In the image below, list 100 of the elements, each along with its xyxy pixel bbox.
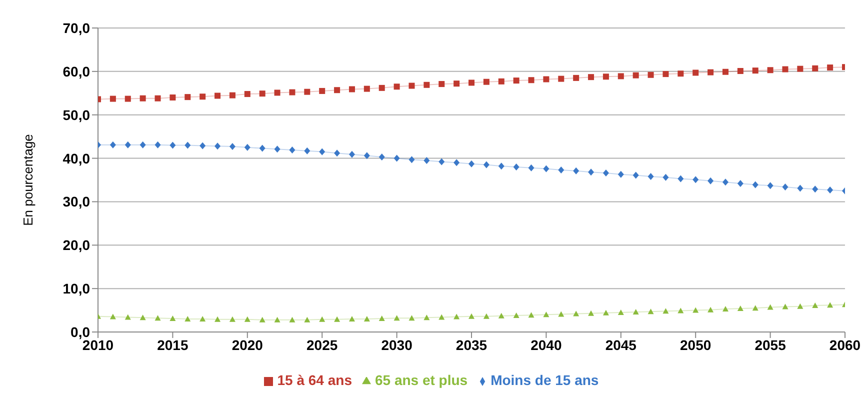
point (468, 313, 474, 319)
point (184, 142, 191, 149)
point (662, 174, 669, 181)
point (289, 146, 296, 154)
point (602, 170, 609, 177)
point (304, 88, 310, 95)
point (468, 160, 474, 168)
point (259, 316, 266, 322)
point (752, 305, 758, 311)
point (513, 78, 520, 84)
point (543, 165, 550, 172)
point (319, 88, 326, 94)
point (304, 316, 310, 322)
y-tick-label: 30,0 (62, 194, 90, 210)
point (618, 73, 624, 80)
point (364, 86, 370, 92)
point (678, 70, 684, 77)
point (498, 312, 504, 318)
point (424, 156, 430, 164)
point (110, 314, 116, 320)
point (378, 316, 385, 322)
point (797, 303, 804, 309)
point (364, 152, 370, 160)
point (648, 173, 654, 180)
point (692, 176, 699, 184)
point (618, 309, 624, 315)
point (454, 314, 460, 320)
point (812, 65, 818, 72)
x-tick-label: 2050 (680, 336, 712, 353)
point (154, 315, 161, 321)
point (767, 67, 774, 74)
point (394, 84, 400, 90)
point (812, 302, 818, 308)
point (124, 314, 131, 320)
point (528, 77, 534, 84)
point (827, 186, 834, 194)
legend-label: 65 ans et plus (374, 372, 468, 388)
point (528, 164, 534, 172)
point (140, 95, 146, 102)
point (424, 314, 430, 320)
point (154, 95, 161, 102)
point (662, 308, 669, 314)
point (782, 66, 788, 72)
point (662, 71, 669, 78)
point (558, 311, 564, 317)
x-tick-label: 2040 (530, 336, 562, 353)
legend-label: 15 à 64 ans (277, 372, 352, 388)
point (274, 316, 280, 322)
point (334, 316, 340, 322)
point (782, 183, 788, 190)
point (513, 163, 520, 170)
point (767, 182, 774, 190)
point (737, 306, 744, 312)
point (573, 167, 580, 174)
point (289, 89, 296, 96)
y-tick-label: 40,0 (62, 150, 90, 166)
point (348, 316, 355, 322)
point (394, 315, 400, 321)
point (274, 90, 280, 96)
point (348, 86, 355, 92)
point (140, 314, 146, 320)
point (722, 306, 728, 312)
point (348, 150, 355, 158)
point (722, 178, 728, 186)
point (408, 82, 415, 89)
point (170, 142, 176, 149)
point (304, 147, 310, 154)
point (289, 316, 296, 322)
point (737, 180, 744, 187)
point (797, 66, 804, 72)
point (782, 304, 788, 310)
point (244, 316, 250, 322)
x-tick-label: 2060 (829, 336, 861, 353)
point (424, 82, 430, 88)
point (170, 94, 176, 100)
point (602, 74, 609, 80)
x-tick-label: 2025 (306, 336, 338, 353)
point (827, 64, 834, 71)
point (588, 74, 594, 80)
point (364, 316, 370, 322)
point (408, 315, 415, 321)
point (110, 141, 116, 148)
y-axis-title: En pourcentage (20, 134, 36, 226)
point (752, 181, 758, 188)
point (498, 78, 504, 84)
point (184, 94, 191, 100)
point (170, 316, 176, 322)
point (618, 170, 624, 178)
point (438, 81, 445, 88)
point (259, 144, 266, 152)
point (737, 68, 744, 74)
point (319, 148, 326, 156)
point (200, 142, 206, 150)
point (214, 142, 221, 150)
point (140, 141, 146, 148)
x-tick-label: 2035 (456, 336, 488, 353)
point (632, 72, 639, 78)
point (334, 87, 340, 94)
point (708, 69, 714, 76)
point (468, 80, 474, 86)
